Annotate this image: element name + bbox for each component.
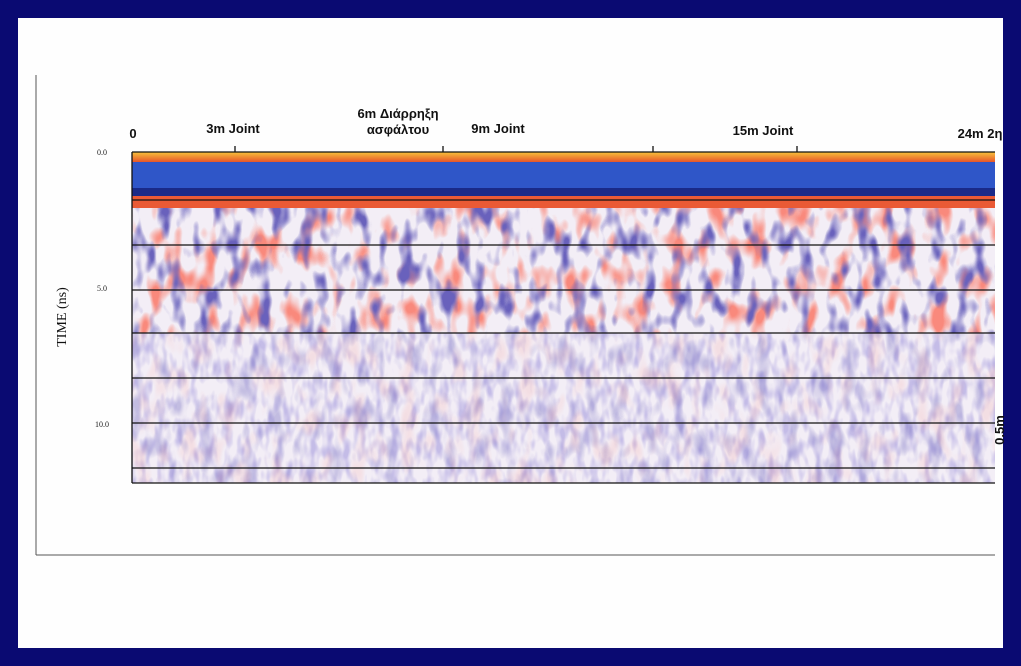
y-axis-label: TIME (ns)	[55, 287, 70, 347]
distance-label: 9m Joint	[471, 121, 525, 136]
distance-label: 6m Διάρρηξη	[357, 106, 438, 121]
distance-label: 15m Joint	[733, 123, 794, 138]
depth-label: 0.5m	[992, 415, 1007, 445]
radargram	[131, 146, 995, 484]
y-tick-label: 0.0	[97, 148, 107, 157]
y-tick-label: 10.0	[95, 420, 109, 429]
distance-label: 24m 2η	[958, 126, 1003, 141]
distance-label: 0	[129, 126, 136, 141]
frame-lines	[35, 75, 995, 556]
distance-label: ασφάλτου	[367, 122, 430, 137]
y-tick-label: 5.0	[97, 284, 107, 293]
distance-label: 3m Joint	[206, 121, 260, 136]
